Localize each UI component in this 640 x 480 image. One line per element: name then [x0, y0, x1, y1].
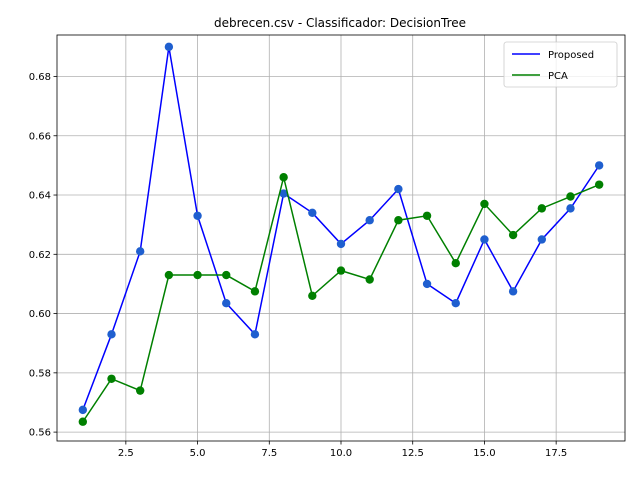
legend-label-proposed: Proposed [548, 50, 594, 61]
y-tick-label: 0.62 [29, 250, 51, 261]
data-point-proposed [422, 279, 432, 289]
data-point-proposed [537, 235, 547, 244]
data-point-proposed [336, 239, 346, 249]
data-point-proposed [566, 204, 575, 213]
data-point-pca [537, 204, 547, 213]
data-point-pca [451, 258, 460, 268]
data-point-pca [422, 211, 432, 220]
x-tick-label: 12.5 [402, 448, 424, 459]
x-tick-label: 17.5 [545, 448, 567, 459]
x-tick-label: 2.5 [118, 448, 134, 459]
data-point-proposed [451, 298, 460, 308]
y-tick-label: 0.58 [29, 368, 51, 379]
y-tick-label: 0.56 [29, 428, 51, 439]
data-point-pca [308, 291, 317, 300]
data-point-proposed [193, 211, 202, 220]
data-point-proposed [107, 330, 116, 339]
data-point-pca [107, 374, 116, 383]
data-point-pca [480, 199, 489, 209]
data-point-pca [394, 216, 403, 225]
data-point-proposed [222, 298, 231, 308]
data-point-pca [365, 275, 374, 284]
data-point-proposed [78, 405, 88, 415]
data-point-proposed [508, 287, 518, 296]
data-point-pca [135, 386, 145, 395]
data-point-pca [594, 180, 604, 189]
data-point-pca [336, 266, 346, 275]
data-point-proposed [480, 235, 489, 244]
data-point-pca [279, 173, 288, 182]
data-point-proposed [135, 247, 145, 256]
grid [57, 35, 625, 441]
y-tick-label: 0.68 [29, 72, 51, 83]
data-point-proposed [394, 184, 403, 194]
data-point-pca [508, 230, 518, 240]
series-layer [78, 42, 604, 426]
data-point-pca [78, 417, 88, 426]
data-point-pca [250, 287, 260, 296]
data-point-proposed [164, 42, 174, 52]
data-point-proposed [308, 208, 317, 218]
data-point-proposed [594, 161, 604, 170]
y-tick-label: 0.66 [29, 131, 51, 142]
data-point-proposed [365, 216, 374, 225]
data-point-proposed [279, 189, 288, 198]
x-tick-label: 15.0 [473, 448, 495, 459]
legend: Proposed PCA [503, 41, 618, 88]
y-tick-label: 0.64 [29, 191, 51, 202]
data-point-pca [193, 270, 202, 280]
legend-label-pca: PCA [548, 71, 568, 82]
data-point-pca [566, 192, 575, 201]
data-point-proposed [250, 330, 260, 339]
x-tick-label: 7.5 [261, 448, 277, 459]
x-tick-label: 10.0 [330, 448, 352, 459]
data-point-pca [164, 270, 174, 280]
chart-title: debrecen.csv - Classificador: DecisionTr… [214, 16, 466, 30]
plot-frame [56, 34, 626, 442]
data-point-pca [222, 270, 231, 280]
axis-ticks: 2.5 5.0 7.5 10.0 12.5 15.0 17.5 0.56 0.58 0.60 0.6… [29, 72, 568, 459]
y-tick-label: 0.60 [29, 309, 51, 320]
x-tick-label: 5.0 [190, 448, 206, 459]
